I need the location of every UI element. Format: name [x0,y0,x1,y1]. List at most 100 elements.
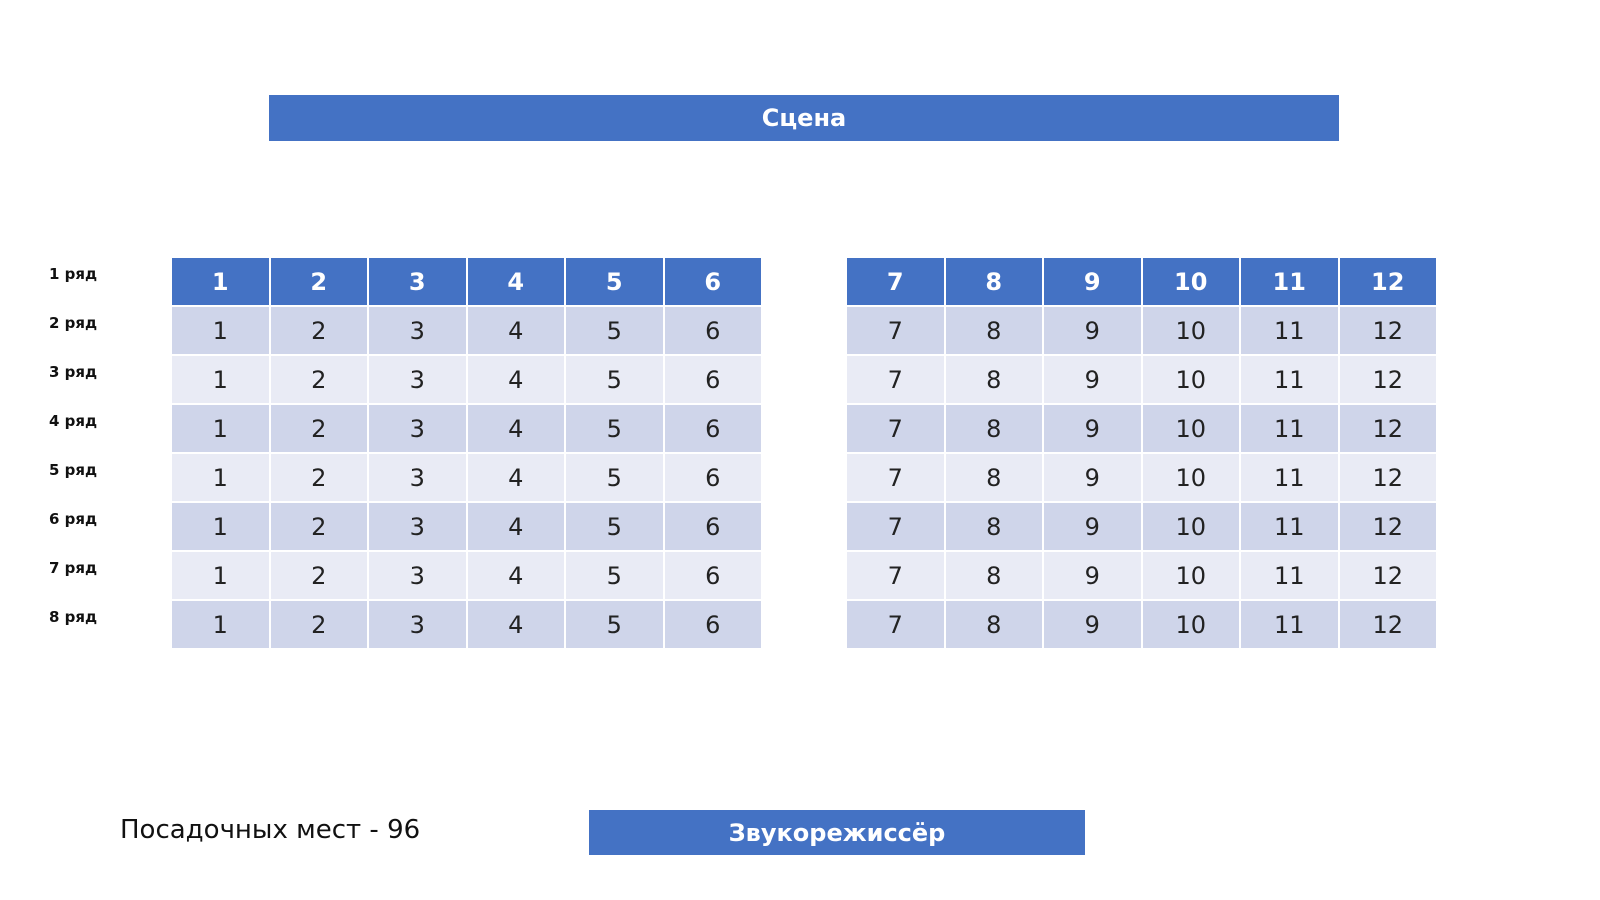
seat: 9 [1043,551,1142,600]
seat: 2 [269,257,368,306]
seat: 11 [1240,453,1339,502]
seat: 7 [846,502,945,551]
seat: 9 [1043,306,1142,355]
seat: 2 [269,502,368,551]
seat: 5 [565,502,664,551]
seat: 2 [269,404,368,453]
seat: 5 [565,404,664,453]
seat: 7 [846,600,945,649]
sound-engineer: Звукорежиссёр [589,810,1085,855]
seat: 10 [1141,306,1240,355]
row-label: 1 ряд [49,265,98,283]
seat: 8 [944,551,1043,600]
seat: 9 [1043,355,1142,404]
seat: 7 [846,551,945,600]
seat: 11 [1240,404,1339,453]
seat: 7 [846,306,945,355]
stage: Сцена [269,95,1339,141]
seat-count: Посадочных мест - 96 [120,815,421,845]
seat: 4 [466,355,565,404]
seat: 3 [368,306,467,355]
seat: 12 [1338,306,1437,355]
seat: 2 [269,600,368,649]
seat: 10 [1141,551,1240,600]
seat: 5 [565,306,664,355]
seat: 1 [171,600,270,649]
seat: 2 [269,355,368,404]
seat: 6 [663,502,762,551]
seat: 5 [565,551,664,600]
seat: 2 [269,453,368,502]
seat: 3 [368,355,467,404]
seat: 8 [944,502,1043,551]
seat: 2 [269,551,368,600]
seat: 9 [1043,404,1142,453]
seat: 3 [368,502,467,551]
seat: 1 [171,404,270,453]
seat: 6 [663,355,762,404]
row-label: 6 ряд [49,510,98,528]
seat: 12 [1338,551,1437,600]
seat: 1 [171,355,270,404]
seat: 4 [466,257,565,306]
seat: 5 [565,355,664,404]
seat: 8 [944,257,1043,306]
seat: 6 [663,257,762,306]
seat: 8 [944,453,1043,502]
seat: 10 [1141,453,1240,502]
seat: 11 [1240,355,1339,404]
seat: 1 [171,551,270,600]
seat: 9 [1043,453,1142,502]
seat: 1 [171,306,270,355]
seat: 12 [1338,453,1437,502]
seat: 11 [1240,551,1339,600]
seat: 6 [663,306,762,355]
seat: 10 [1141,600,1240,649]
row-label: 2 ряд [49,314,98,332]
seat: 4 [466,551,565,600]
seat: 6 [663,453,762,502]
seat: 3 [368,551,467,600]
seat: 1 [171,453,270,502]
seat: 4 [466,404,565,453]
seat: 9 [1043,257,1142,306]
seat: 6 [663,404,762,453]
seat: 9 [1043,600,1142,649]
row-label: 5 ряд [49,461,98,479]
row-label: 3 ряд [49,363,98,381]
seat: 8 [944,355,1043,404]
seat: 10 [1141,404,1240,453]
seat: 8 [944,600,1043,649]
seat: 8 [944,404,1043,453]
seat: 5 [565,453,664,502]
seat: 12 [1338,600,1437,649]
seat: 3 [368,453,467,502]
seat: 7 [846,257,945,306]
seat: 11 [1240,502,1339,551]
row-label: 7 ряд [49,559,98,577]
seat: 9 [1043,502,1142,551]
seat: 4 [466,502,565,551]
row-label: 8 ряд [49,608,98,626]
seat: 3 [368,404,467,453]
seat: 12 [1338,355,1437,404]
seat: 3 [368,257,467,306]
seat: 1 [171,502,270,551]
seat: 7 [846,355,945,404]
seat: 6 [663,600,762,649]
seat: 4 [466,453,565,502]
seat: 5 [565,257,664,306]
seat: 10 [1141,355,1240,404]
seat: 12 [1338,257,1437,306]
row-label: 4 ряд [49,412,98,430]
seat: 11 [1240,600,1339,649]
seat: 8 [944,306,1043,355]
seat: 11 [1240,257,1339,306]
seat: 1 [171,257,270,306]
seat: 4 [466,306,565,355]
seat: 6 [663,551,762,600]
seat: 10 [1141,502,1240,551]
seat: 7 [846,453,945,502]
seat: 12 [1338,502,1437,551]
